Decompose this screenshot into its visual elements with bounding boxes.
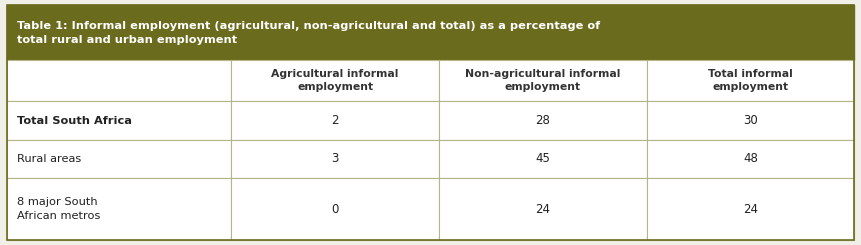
Bar bbox=[232, 101, 439, 140]
Text: 45: 45 bbox=[536, 152, 550, 165]
Bar bbox=[439, 178, 647, 240]
Text: Total informal
employment: Total informal employment bbox=[708, 69, 793, 92]
Bar bbox=[7, 5, 854, 60]
Bar bbox=[647, 178, 854, 240]
Text: 0: 0 bbox=[331, 203, 339, 216]
Text: 24: 24 bbox=[536, 203, 550, 216]
Text: 48: 48 bbox=[743, 152, 758, 165]
Bar bbox=[439, 140, 647, 178]
Bar bbox=[7, 101, 232, 140]
Text: 3: 3 bbox=[331, 152, 339, 165]
Text: 28: 28 bbox=[536, 114, 550, 127]
Bar bbox=[439, 60, 647, 101]
Bar bbox=[7, 60, 232, 101]
Bar bbox=[232, 140, 439, 178]
Bar bbox=[647, 140, 854, 178]
Text: 8 major South
African metros: 8 major South African metros bbox=[17, 197, 101, 221]
Text: Total South Africa: Total South Africa bbox=[17, 115, 133, 125]
Text: 2: 2 bbox=[331, 114, 339, 127]
Text: 30: 30 bbox=[743, 114, 758, 127]
Bar bbox=[647, 60, 854, 101]
Text: Rural areas: Rural areas bbox=[17, 154, 82, 164]
Text: Non-agricultural informal
employment: Non-agricultural informal employment bbox=[465, 69, 621, 92]
Bar bbox=[232, 178, 439, 240]
Text: Table 1: Informal employment (agricultural, non-agricultural and total) as a per: Table 1: Informal employment (agricultur… bbox=[17, 21, 600, 45]
Text: 24: 24 bbox=[743, 203, 758, 216]
Bar bbox=[647, 101, 854, 140]
Bar bbox=[232, 60, 439, 101]
Bar bbox=[7, 178, 232, 240]
Bar bbox=[7, 140, 232, 178]
Text: Agricultural informal
employment: Agricultural informal employment bbox=[271, 69, 399, 92]
Bar bbox=[439, 101, 647, 140]
